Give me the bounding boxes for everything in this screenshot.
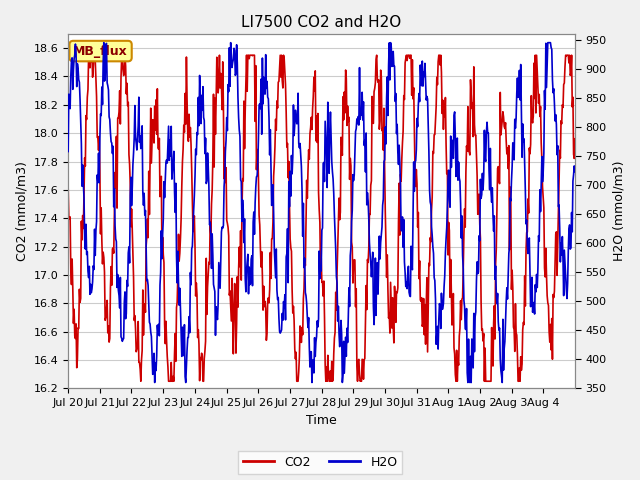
X-axis label: Time: Time	[306, 414, 337, 427]
Y-axis label: CO2 (mmol/m3): CO2 (mmol/m3)	[15, 161, 28, 261]
Y-axis label: H2O (mmol/m3): H2O (mmol/m3)	[612, 161, 625, 262]
Title: LI7500 CO2 and H2O: LI7500 CO2 and H2O	[241, 15, 402, 30]
Text: MB_flux: MB_flux	[73, 45, 128, 58]
Legend: CO2, H2O: CO2, H2O	[237, 451, 403, 474]
